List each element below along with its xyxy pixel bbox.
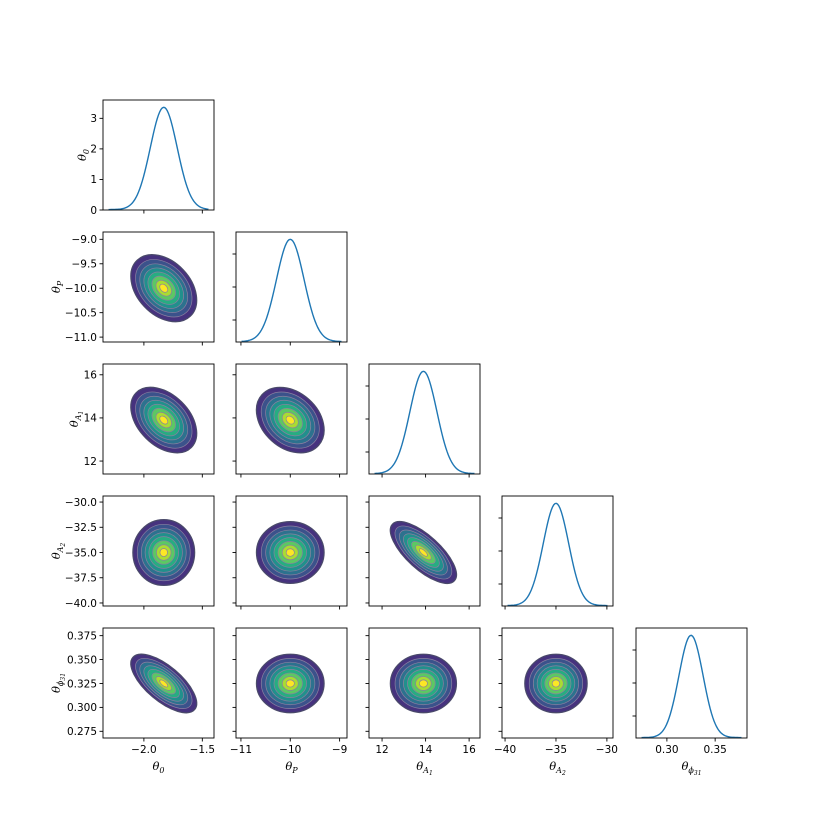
- y-tick-label: 2: [90, 144, 97, 156]
- panel-tA2-vs-tA1: [365, 495, 481, 610]
- x-tick-label: −40: [494, 744, 516, 756]
- y-axis-label-t0: θ0: [75, 149, 91, 161]
- y-tick-label: 3: [90, 113, 97, 125]
- panel-tph-vs-tA1: 12 14 16: [365, 627, 481, 756]
- y-tick-label: −32.5: [65, 522, 97, 534]
- y-tick-label: 16: [84, 370, 98, 382]
- y-axis-label-tph: θϕ31: [49, 673, 67, 693]
- density-line-tP: [241, 238, 342, 343]
- x-tick-label: 12: [375, 744, 388, 756]
- x-tick-label: −11: [230, 744, 252, 756]
- axes-frame: [102, 627, 215, 739]
- panel-tA1-vs-tA1: [365, 363, 481, 478]
- axes-frame: [102, 495, 215, 607]
- x-tick-label: −30: [596, 744, 618, 756]
- x-tick-label: 14: [419, 744, 433, 756]
- axes-frame: [501, 627, 614, 739]
- density-line-tA2: [507, 502, 608, 607]
- panel-t0-vs-t0: 0 1 2 3: [90, 99, 215, 217]
- contour-level-8: [419, 548, 428, 557]
- y-tick-label: −37.5: [65, 573, 97, 585]
- y-axis-label-tA2: θA2: [49, 543, 67, 560]
- y-tick-label: −30.0: [65, 497, 97, 509]
- x-axis-label-tP: θP: [285, 759, 298, 775]
- x-tick-label: −9: [332, 744, 347, 756]
- y-tick-label: 0.375: [67, 630, 97, 642]
- panel-tP-vs-tP: [232, 231, 348, 346]
- contour-level-8: [159, 283, 169, 293]
- panel-tA2-vs-t0: −40.0 −37.5 −35.0 −32.5 −30.0: [65, 495, 215, 610]
- panel-tph-vs-tph: 0.30 0.35: [632, 627, 748, 756]
- x-tick-label: −10: [279, 744, 301, 756]
- contour-level-8: [285, 548, 295, 557]
- x-axis-label-tA1: θA1: [416, 759, 433, 777]
- contour-level-8: [159, 679, 169, 688]
- x-axis-label-tA2: θA2: [549, 759, 566, 777]
- axes-frame: [235, 363, 348, 475]
- contour-level-8: [285, 679, 295, 688]
- panel-tA1-vs-tP: [232, 363, 348, 478]
- y-tick-label: 14: [84, 413, 98, 425]
- axes-frame: [501, 495, 614, 607]
- density-line-tph: [641, 634, 742, 739]
- panel-tph-vs-tP: −11 −10 −9: [230, 627, 348, 756]
- panel-tph-vs-tA2: −40 −35 −30: [494, 627, 618, 756]
- x-tick-label: 0.30: [655, 744, 678, 756]
- panel-tA1-vs-t0: 12 14 16: [84, 363, 215, 478]
- y-tick-label: −10.5: [65, 307, 97, 319]
- y-tick-label: −40.0: [65, 598, 97, 610]
- panel-tph-vs-t0: −2.0 −1.5 0.275 0.300 0.325 0.350 0.375: [67, 627, 216, 756]
- panels: 0123−11.0−10.5−10.0−9.5−9.0121416−40.0−3…: [49, 99, 748, 777]
- axes-frame: [368, 363, 481, 475]
- contour-level-8: [159, 415, 169, 425]
- y-tick-label: 0.325: [67, 678, 97, 690]
- y-axis-label-tA1: θA1: [67, 411, 85, 428]
- x-axis-label-t0: θ0: [152, 759, 164, 775]
- y-tick-label: −11.0: [65, 332, 97, 344]
- y-tick-label: 0.350: [67, 654, 97, 666]
- y-tick-label: 12: [84, 456, 97, 468]
- density-line-tA1: [374, 370, 475, 475]
- axes-frame: [102, 231, 215, 343]
- axes-frame: [102, 99, 215, 211]
- x-tick-label: −1.5: [190, 744, 216, 756]
- y-tick-label: −10.0: [65, 283, 97, 295]
- y-tick-label: −9.5: [72, 259, 98, 271]
- axes-frame: [368, 627, 481, 739]
- axes-frame: [102, 363, 215, 475]
- y-tick-label: 0.300: [67, 702, 97, 714]
- y-tick-label: −9.0: [72, 234, 98, 246]
- contour-level-8: [419, 679, 428, 688]
- y-axis-label-tP: θP: [49, 280, 65, 293]
- contour-level-8: [551, 679, 561, 688]
- contour-level-8: [285, 415, 295, 425]
- x-axis-label-tph: θϕ31: [681, 759, 701, 777]
- y-tick-label: 0.275: [67, 726, 97, 738]
- panel-tA2-vs-tA2: [498, 495, 614, 610]
- panel-tP-vs-t0: −11.0 −10.5 −10.0 −9.5 −9.0: [65, 231, 215, 346]
- x-tick-label: −2.0: [131, 744, 157, 756]
- axes-frame: [235, 231, 348, 343]
- axes-frame: [235, 495, 348, 607]
- axes-frame: [235, 627, 348, 739]
- axes-frame: [635, 627, 748, 739]
- x-tick-label: −35: [545, 744, 567, 756]
- contour-level-8: [159, 548, 168, 557]
- x-tick-label: 16: [462, 744, 476, 756]
- y-tick-label: 0: [90, 205, 97, 217]
- y-tick-label: 1: [90, 174, 97, 186]
- panel-tA2-vs-tP: [232, 495, 348, 610]
- x-tick-label: 0.35: [703, 744, 726, 756]
- density-line-t0: [108, 106, 209, 211]
- y-tick-label: −35.0: [65, 547, 97, 559]
- axes-frame: [368, 495, 481, 607]
